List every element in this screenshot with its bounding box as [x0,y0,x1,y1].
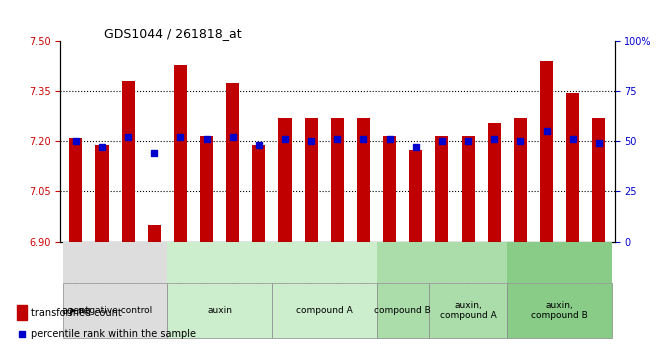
FancyBboxPatch shape [377,283,429,338]
Bar [383,137,396,242]
Bar [226,83,239,242]
FancyBboxPatch shape [507,283,612,338]
Bar [200,137,213,242]
Bar [566,93,579,241]
FancyBboxPatch shape [168,241,272,283]
Bar [253,145,265,242]
Text: compound A: compound A [296,306,353,315]
Text: agent: agent [61,306,90,315]
Bar [409,150,422,241]
Text: auxin,
compound B: auxin, compound B [531,301,588,320]
FancyBboxPatch shape [272,283,377,338]
Text: transformed count: transformed count [31,308,122,318]
Bar [17,305,27,320]
Bar [122,81,135,242]
FancyBboxPatch shape [507,241,612,283]
FancyBboxPatch shape [272,241,377,283]
Text: percentile rank within the sample: percentile rank within the sample [31,329,196,339]
FancyBboxPatch shape [168,283,272,338]
Bar [514,118,527,242]
Bar [357,118,370,242]
Bar [174,65,187,242]
Bar [279,118,291,242]
Bar [305,118,318,242]
FancyBboxPatch shape [377,241,429,283]
Text: auxin: auxin [207,306,232,315]
FancyBboxPatch shape [63,241,168,283]
Bar [148,225,161,241]
Bar [331,118,344,242]
FancyBboxPatch shape [429,241,507,283]
FancyBboxPatch shape [63,283,168,338]
Bar [96,145,108,242]
Bar [69,138,82,241]
FancyBboxPatch shape [429,283,507,338]
Bar [436,137,448,242]
Text: GDS1044 / 261818_at: GDS1044 / 261818_at [104,27,242,40]
Text: auxin,
compound A: auxin, compound A [440,301,496,320]
Text: compound B: compound B [374,306,431,315]
Bar [540,61,553,242]
Bar [593,118,605,242]
Bar [488,123,501,242]
Bar [462,137,475,242]
Text: negative control: negative control [78,306,152,315]
